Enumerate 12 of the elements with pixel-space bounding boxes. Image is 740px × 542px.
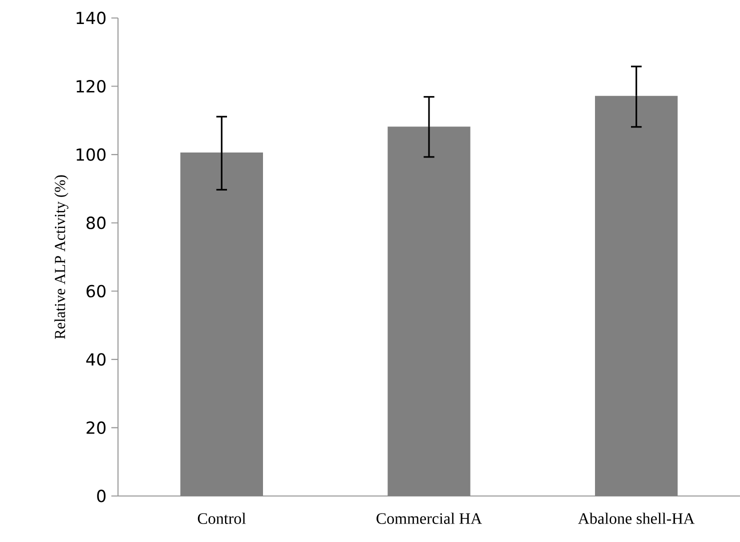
x-tick-label: Commercial HA [376, 512, 482, 524]
y-tick-label: 140 [76, 12, 106, 24]
x-tick-label: Abalone shell-HA [578, 512, 695, 524]
y-axis-title: Relative ALP Activity (%) [54, 175, 68, 339]
y-tick-label: 80 [86, 216, 106, 230]
y-tick-label: 120 [76, 80, 106, 93]
y-tick-label: 40 [86, 353, 106, 366]
y-tick-label: 100 [76, 148, 106, 161]
y-tick-label: 60 [86, 284, 106, 298]
x-tick-label: Control [198, 512, 246, 524]
y-tick-label: 0 [97, 490, 106, 502]
y-tick-label: 20 [86, 421, 106, 434]
